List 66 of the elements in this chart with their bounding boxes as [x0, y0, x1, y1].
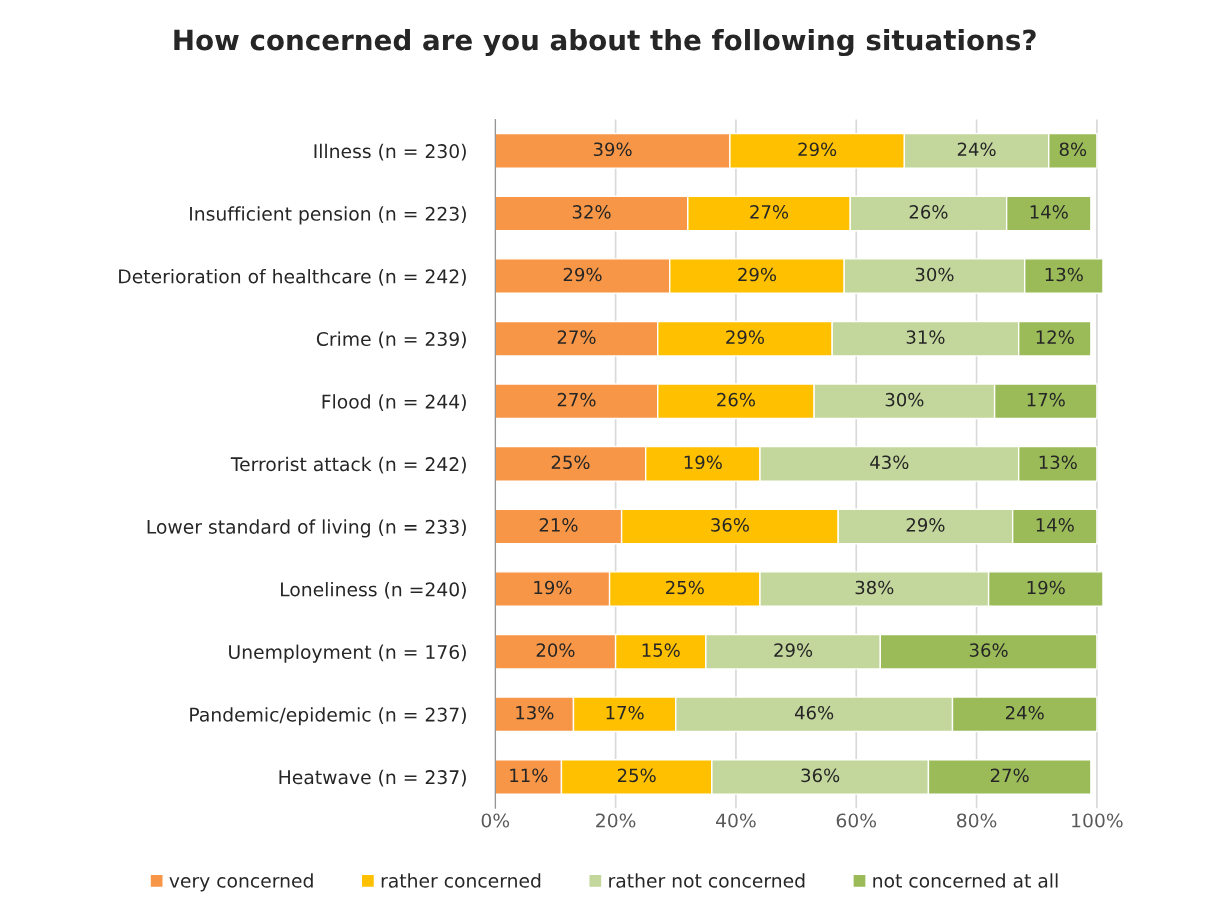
- x-tick-label: 40%: [716, 813, 756, 828]
- y-tick-label: Pandemic/epidemic (n = 237): [190, 707, 466, 726]
- data-label: 36%: [711, 518, 749, 532]
- data-label: 21%: [539, 518, 578, 532]
- x-tick-label: 100%: [1072, 813, 1123, 828]
- data-label: 29%: [774, 643, 813, 657]
- legend-label: rather concerned: [381, 873, 541, 888]
- data-label: 15%: [642, 643, 680, 657]
- data-label: 13%: [1045, 267, 1083, 282]
- y-tick-label: Unemployment (n = 176): [229, 644, 466, 663]
- data-label: 20%: [536, 643, 575, 657]
- data-label: 43%: [870, 455, 909, 470]
- data-label: 19%: [684, 455, 722, 470]
- data-label: 46%: [794, 705, 834, 720]
- y-tick-label: Flood (n = 244): [322, 394, 466, 411]
- data-label: 36%: [801, 768, 840, 783]
- data-label: 29%: [738, 267, 777, 282]
- data-label: 17%: [1027, 392, 1065, 407]
- data-label: 12%: [1036, 330, 1074, 344]
- legend-label: not concerned at all: [873, 873, 1058, 888]
- legend-label: very concerned: [169, 873, 313, 892]
- data-label: 14%: [1036, 518, 1074, 532]
- y-tick-label: Crime (n = 239): [316, 331, 466, 349]
- y-tick-label: Illness (n = 230): [314, 143, 466, 161]
- data-label: 17%: [606, 705, 644, 720]
- data-label: 29%: [563, 267, 602, 282]
- data-label: 29%: [906, 518, 945, 532]
- y-tick-label: Loneliness (n =240): [281, 581, 466, 599]
- data-label: 8%: [1059, 142, 1087, 157]
- data-label: 13%: [1039, 455, 1077, 470]
- data-label: 27%: [990, 768, 1029, 783]
- data-label: 30%: [915, 267, 954, 282]
- data-label: 36%: [969, 643, 1008, 657]
- x-tick-label: 60%: [836, 813, 877, 828]
- data-label: 38%: [855, 580, 894, 595]
- y-tick-label: Terrorist attack (n = 242): [230, 456, 466, 474]
- data-label: 24%: [1005, 705, 1044, 720]
- y-tick-label: Heatwave (n = 237): [279, 769, 466, 787]
- data-label: 11%: [510, 768, 548, 783]
- data-label: 29%: [726, 330, 765, 344]
- data-label: 24%: [957, 142, 996, 157]
- legend-label: rather not concerned: [609, 873, 805, 888]
- y-tick-label: Deterioration of healthcare (n = 242): [119, 268, 466, 286]
- x-tick-label: 20%: [596, 813, 636, 828]
- data-label: 30%: [885, 392, 924, 407]
- data-label: 27%: [557, 330, 596, 344]
- y-tick-label: Lower standard of living (n = 233): [147, 519, 466, 538]
- data-label: 25%: [617, 768, 656, 783]
- data-label: 32%: [572, 205, 611, 219]
- data-label: 19%: [1027, 580, 1065, 595]
- data-label: 26%: [909, 205, 948, 219]
- data-label: 25%: [551, 455, 590, 470]
- data-label: 14%: [1030, 205, 1068, 219]
- data-label: 26%: [717, 392, 755, 407]
- y-tick-label: Insufficient pension (n = 223): [190, 206, 466, 225]
- data-label: 31%: [906, 330, 945, 344]
- data-label: 39%: [593, 142, 632, 157]
- data-label: 13%: [516, 705, 554, 720]
- x-tick-label: 0%: [481, 813, 510, 828]
- chart-title: How concerned are you about the following situations?: [174, 29, 1036, 57]
- data-label: 27%: [557, 392, 596, 407]
- data-label: 27%: [750, 205, 789, 219]
- data-label: 29%: [798, 142, 837, 157]
- x-tick-label: 80%: [957, 813, 997, 828]
- data-label: 25%: [666, 580, 704, 595]
- data-label: 19%: [534, 580, 572, 595]
